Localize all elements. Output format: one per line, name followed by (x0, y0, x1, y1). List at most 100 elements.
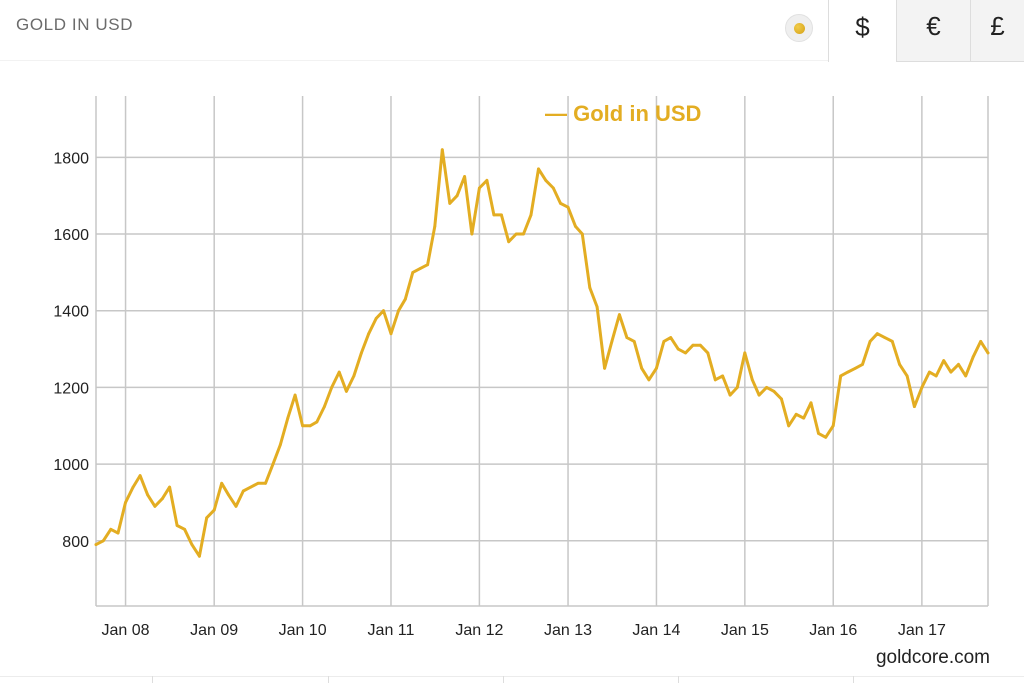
data-point (522, 232, 525, 236)
tab-eur[interactable]: € (896, 0, 970, 62)
data-point (868, 340, 872, 343)
data-point (728, 393, 732, 397)
data-point (971, 355, 975, 359)
axis-layer: 800 1000 1200 1400 1600 1800 Jan 08 Jan 09 Jan 1… (53, 150, 946, 639)
data-point (780, 397, 783, 401)
data-point (286, 416, 290, 420)
x-tick-label: Jan 17 (898, 622, 946, 639)
data-point (514, 232, 518, 236)
data-point (190, 543, 194, 546)
data-point (566, 205, 570, 209)
data-point (308, 424, 312, 428)
x-tick-label: Jan 10 (279, 622, 327, 639)
data-point (618, 313, 621, 316)
data-point (403, 297, 407, 301)
data-point (640, 366, 644, 370)
data-point (632, 340, 636, 343)
data-point (809, 401, 813, 405)
x-tick-label: Jan 14 (632, 622, 680, 639)
data-point (928, 370, 931, 374)
data-point (241, 489, 245, 493)
data-point (315, 420, 319, 424)
data-point (367, 332, 371, 336)
data-point (411, 271, 415, 274)
data-point (278, 443, 282, 447)
data-point (537, 167, 540, 171)
data-point (986, 351, 990, 355)
data-point (544, 179, 548, 182)
data-point (168, 485, 172, 489)
x-tick-label: Jan 13 (544, 622, 592, 639)
data-point (920, 386, 924, 389)
tab-usd[interactable]: $ (828, 0, 896, 62)
data-point (374, 317, 378, 320)
data-point (964, 374, 968, 378)
data-point (463, 175, 466, 178)
data-point (109, 527, 113, 531)
data-point (212, 508, 216, 512)
data-point (478, 186, 481, 190)
data-point (352, 374, 356, 378)
data-point (684, 351, 687, 355)
data-point (721, 374, 724, 378)
data-point (588, 286, 592, 290)
data-point (183, 527, 187, 531)
footer-tick (503, 676, 504, 683)
data-point (979, 340, 983, 343)
data-point (574, 225, 577, 228)
data-point (817, 432, 820, 435)
data-point (337, 370, 341, 374)
data-point (153, 504, 157, 508)
data-point (124, 501, 127, 504)
y-tick-label: 1400 (53, 304, 89, 321)
data-point (595, 305, 599, 309)
y-tick-label: 1200 (53, 380, 89, 397)
x-tick-label: Jan 08 (102, 622, 150, 639)
data-point (913, 405, 916, 408)
data-point (787, 424, 791, 428)
tab-gbp[interactable]: £ (970, 0, 1024, 62)
data-point (580, 232, 584, 236)
legend-gold-in-usd[interactable]: — Gold in USD (545, 101, 701, 126)
data-point (861, 363, 864, 366)
data-point (794, 412, 798, 416)
footer-tick (853, 676, 854, 683)
gold-dot-icon (794, 23, 805, 34)
series-layer (94, 148, 990, 558)
data-point (101, 539, 105, 543)
live-indicator-icon[interactable] (785, 14, 813, 42)
data-point (323, 405, 326, 408)
y-tick-label: 1000 (53, 457, 89, 474)
data-point (220, 481, 224, 485)
currency-tabs: $ € £ (828, 0, 1024, 62)
data-point (131, 485, 135, 489)
data-point (389, 332, 393, 336)
data-point (757, 393, 761, 397)
data-point (293, 393, 297, 397)
data-point (750, 378, 754, 382)
data-point (559, 202, 562, 205)
data-point (330, 386, 334, 389)
data-point (360, 351, 363, 355)
x-tick-label: Jan 15 (721, 622, 769, 639)
series-line-gold-usd[interactable] (94, 148, 990, 558)
y-tick-label: 800 (62, 534, 89, 551)
data-point (175, 524, 179, 527)
grid-layer (95, 96, 989, 607)
page-title: GOLD IN USD (16, 15, 134, 34)
data-point (898, 363, 901, 366)
euro-icon: € (926, 11, 941, 41)
data-point (455, 194, 459, 198)
data-point (205, 516, 209, 520)
data-point (426, 263, 429, 267)
data-point (603, 366, 606, 370)
data-point (713, 378, 717, 382)
data-point (765, 386, 768, 389)
data-point (397, 309, 400, 313)
footer-divider (0, 676, 1024, 677)
footer-tick (328, 676, 329, 683)
data-point (448, 202, 452, 205)
y-tick-label: 1600 (53, 227, 89, 244)
data-point (802, 416, 806, 420)
data-point (905, 374, 909, 378)
